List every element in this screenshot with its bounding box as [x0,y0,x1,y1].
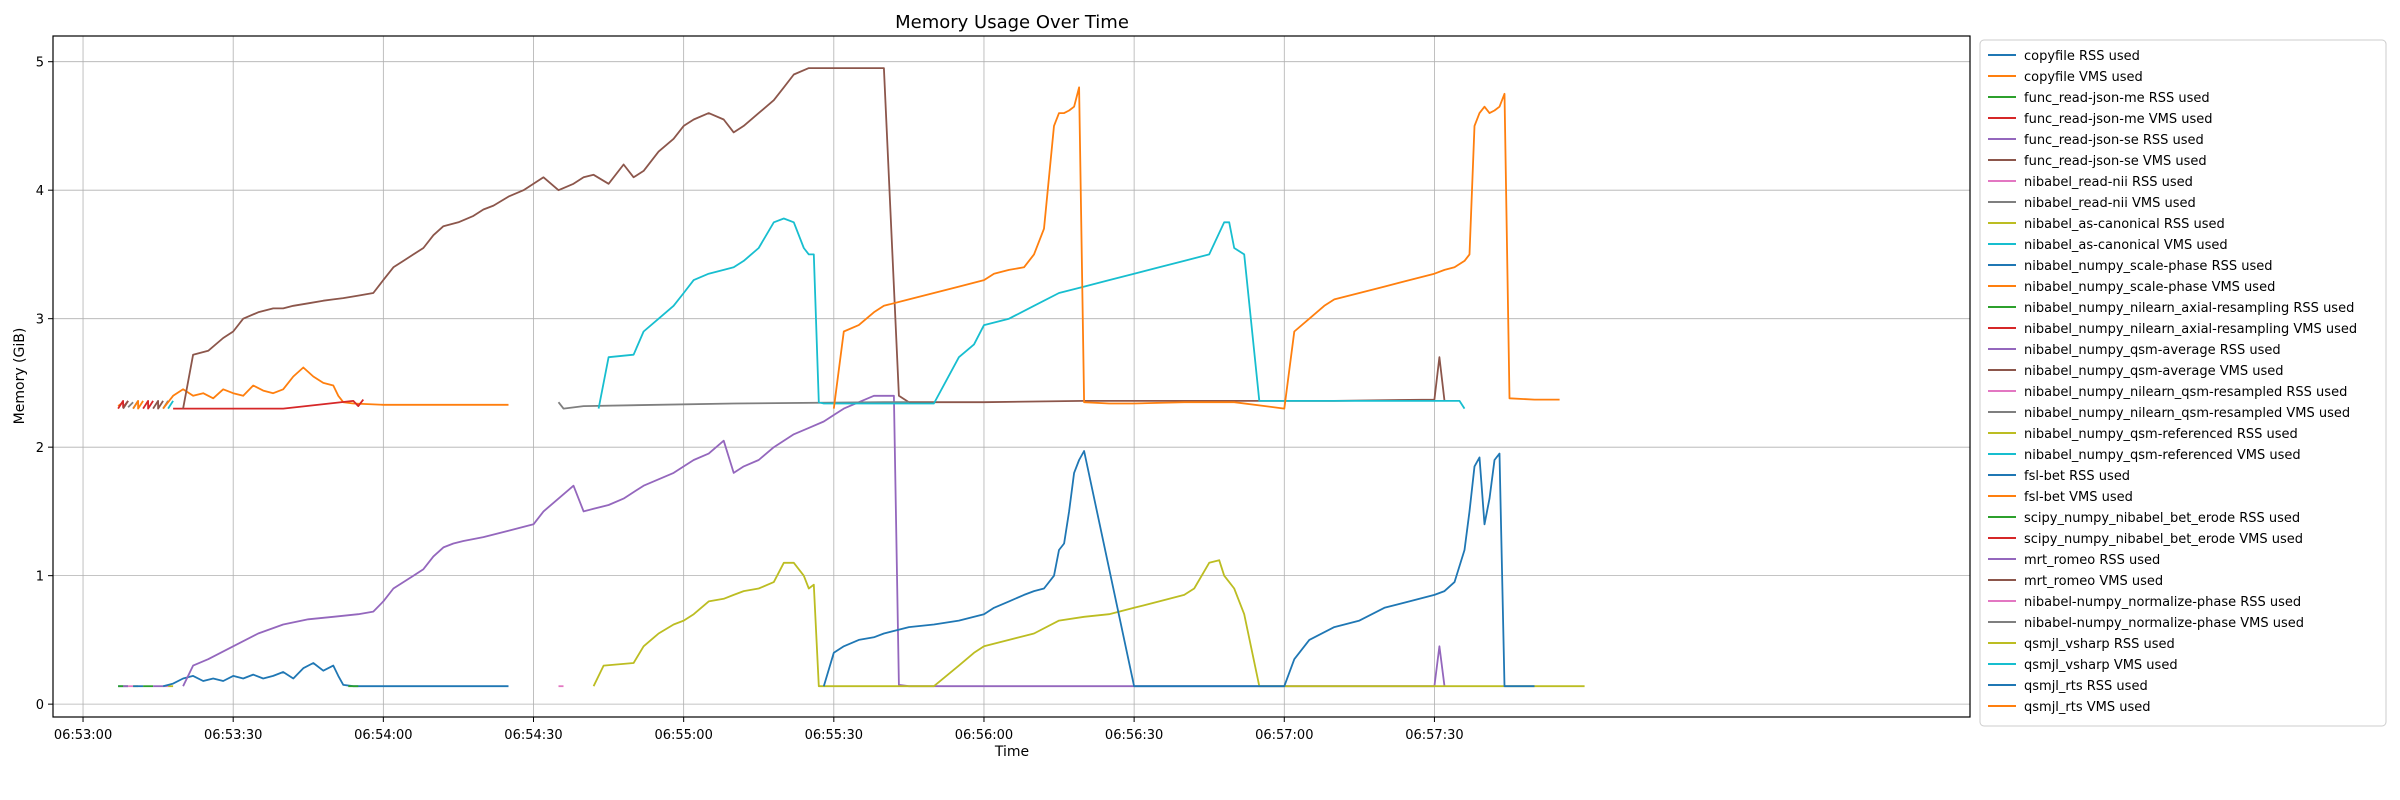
legend-label: mrt_romeo VMS used [2024,574,2163,589]
y-tick-label: 5 [36,56,44,71]
series-line-23 [173,399,365,410]
series-line-20 [162,662,509,688]
series-line-19 [167,400,174,410]
legend-label: qsmjl_rts RSS used [2024,679,2148,694]
legend-label: nibabel-numpy_normalize-phase RSS used [2024,595,2301,610]
legend-label: mrt_romeo RSS used [2024,553,2160,568]
x-axis-label: Time [994,744,1029,760]
legend-label: nibabel-numpy_normalize-phase VMS used [2024,616,2304,631]
x-tick-label: 06:56:30 [1105,728,1163,743]
series-line-7 [127,401,134,408]
y-tick-label: 4 [36,184,44,199]
legend-label: func_read-json-me RSS used [2024,91,2210,106]
legend-label: func_read-json-se RSS used [2024,133,2204,148]
y-tick-label: 3 [36,313,44,328]
legend-label: nibabel_read-nii VMS used [2024,196,2196,211]
plot-frame [52,35,1971,718]
legend-label: fsl-bet RSS used [2024,469,2130,484]
legend-label: qsmjl_vsharp VMS used [2024,658,2178,673]
series-line-27 [557,401,909,410]
legend-label: nibabel_numpy_nilearn_qsm-resampled VMS … [2024,406,2350,421]
legend-label: fsl-bet VMS used [2024,490,2133,505]
y-axis-label: Memory (GiB) [12,328,28,425]
legend-label: nibabel_numpy_qsm-referenced VMS used [2024,448,2301,463]
x-tick-label: 06:55:00 [654,728,712,743]
legend-label: qsmjl_vsharp RSS used [2024,637,2175,652]
legend-label: nibabel_numpy_nilearn_axial-resampling V… [2024,322,2357,337]
y-tick-label: 1 [36,570,44,585]
legend-label: copyfile VMS used [2024,70,2143,85]
legend-label: func_read-json-me VMS used [2024,112,2213,127]
series-line-29 [597,217,1466,410]
legend-label: nibabel_numpy_nilearn_axial-resampling R… [2024,301,2354,316]
legend: copyfile RSS used copyfile VMS used func_r… [1979,39,2387,727]
legend-label: nibabel_numpy_qsm-referenced RSS used [2024,427,2298,442]
legend-label: nibabel_numpy_scale-phase VMS used [2024,280,2275,295]
chart-title: Memory Usage Over Time [895,12,1129,33]
series-line-24 [182,394,1446,688]
series-line-15 [152,399,164,410]
x-tick-label: 06:57:30 [1405,728,1463,743]
legend-label: nibabel_numpy_scale-phase RSS used [2024,259,2273,274]
legend-label: func_read-json-se VMS used [2024,154,2207,169]
legend-label: copyfile RSS used [2024,49,2140,64]
legend-label: nibabel_read-nii RSS used [2024,175,2193,190]
series-line-11 [132,399,144,410]
series-line-31 [832,86,1560,410]
legend-label: qsmjl_rts VMS used [2024,700,2151,715]
x-tick-label: 06:54:00 [354,728,412,743]
series-line-28 [592,559,1585,688]
legend-frame [1979,39,2387,727]
x-tick-label: 06:56:00 [955,728,1013,743]
series-line-13 [142,399,154,410]
series-line-30 [822,450,1535,688]
axes: 06:53:00 06:53:30 06:54:00 06:54:30 06:55:00… [36,56,1464,743]
x-tick-label: 06:55:30 [805,728,863,743]
series-line-5 [122,400,129,410]
series-line-25 [182,67,1446,409]
x-tick-label: 06:54:30 [504,728,562,743]
legend-label: nibabel_numpy_nilearn_qsm-resampled RSS … [2024,385,2347,400]
y-tick-label: 0 [36,698,44,713]
legend-label: scipy_numpy_nibabel_bet_erode VMS used [2024,532,2303,547]
legend-label: nibabel_numpy_qsm-average RSS used [2024,343,2281,358]
legend-label: nibabel_as-canonical VMS used [2024,238,2228,253]
legend-label: scipy_numpy_nibabel_bet_erode RSS used [2024,511,2300,526]
legend-label: nibabel_numpy_qsm-average VMS used [2024,364,2284,379]
x-tick-label: 06:57:00 [1255,728,1313,743]
y-tick-label: 2 [36,441,44,456]
series-lines [117,67,1585,688]
x-tick-label: 06:53:00 [54,728,112,743]
legend-label: nibabel_as-canonical RSS used [2024,217,2225,232]
x-tick-label: 06:53:30 [204,728,262,743]
grid [53,36,1970,717]
